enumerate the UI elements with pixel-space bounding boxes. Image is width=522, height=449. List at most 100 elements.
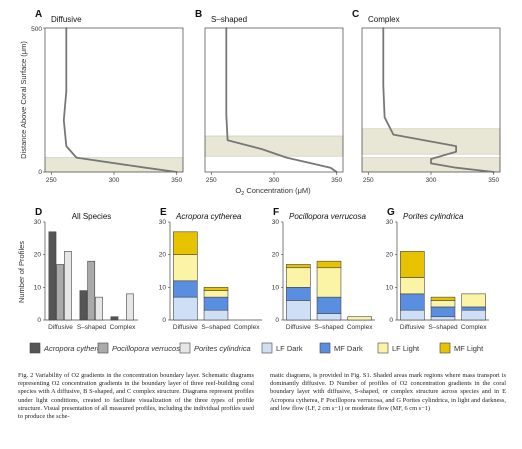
legend-swatch-0 [29, 342, 41, 354]
top-y-axis-label: Distance Above Coral Surface (μm) [19, 41, 28, 159]
x-tick-label-c-2: 350 [488, 177, 499, 184]
y-tick-label-d-0: 0 [37, 317, 41, 324]
stack-e-1-0 [203, 309, 229, 321]
legend-label-1: Pocillopora verrucosa [112, 344, 184, 353]
legend-label-6: MF Light [454, 344, 484, 353]
bar-d-2-2 [126, 293, 134, 321]
panel-title-a: Diffusive [51, 15, 82, 24]
stack-f-1-3 [316, 260, 342, 269]
x-tick-label-g-1: S–shaped [428, 324, 458, 331]
caption-column-2: matic diagrams, is provided in Fig. S1. … [270, 372, 506, 412]
x-tick-label-e-2: Complex [234, 324, 260, 331]
legend-label-3: LF Dark [276, 344, 303, 353]
panel-letter-b: B [195, 9, 202, 20]
stack-e-0-1 [173, 280, 198, 298]
o2-profile-curve-a [62, 27, 178, 173]
x-tick-label-e-0: Diffusive [173, 324, 198, 331]
y-tick-label-g-3: 30 [386, 219, 394, 226]
x-tick-label-g-2: Complex [461, 324, 487, 331]
x-tick-label-a-2: 350 [171, 177, 182, 184]
x-tick-label-f-0: Diffusive [286, 324, 311, 331]
o2-profile-curve-b [225, 27, 338, 173]
x-tick-label-d-0: Diffusive [48, 324, 73, 331]
o2-profile-curve-c [382, 27, 495, 173]
stack-f-1-1 [316, 296, 342, 314]
stack-g-0-2 [400, 277, 425, 295]
y-tick-label-d-3: 30 [34, 219, 42, 226]
stack-g-2-2 [461, 293, 486, 308]
panel-letter-a: A [35, 9, 42, 20]
bar-d-1-1 [87, 260, 96, 321]
stack-e-1-3 [203, 287, 229, 291]
legend-label-0: Acropora cytherea [43, 344, 105, 353]
stack-e-0-3 [173, 231, 198, 255]
stack-g-2-0 [461, 309, 486, 321]
bar-d-1-0 [79, 290, 88, 321]
y-tick-label-d-2: 20 [34, 252, 42, 259]
stack-g-0-3 [400, 251, 425, 278]
x-tick-label-g-0: Diffusive [400, 324, 425, 331]
diffusive-band-c-1 [361, 128, 501, 155]
legend-swatch-6 [439, 342, 451, 354]
legend-label-2: Porites cylindrica [194, 344, 251, 353]
stack-g-1-0 [430, 316, 456, 321]
legend-label-4: MF Dark [334, 344, 363, 353]
legend-swatch-3 [261, 342, 273, 354]
stack-g-0-1 [400, 293, 425, 311]
x-tick-label-f-2: Complex [347, 324, 373, 331]
stack-g-1-2 [430, 300, 456, 308]
panel-letter-c: C [352, 9, 359, 20]
stack-g-2-1 [461, 306, 486, 311]
panel-letter-g: G [387, 207, 395, 218]
legend-label-5: LF Light [392, 344, 420, 353]
panel-title-g: Porites cylindrica [403, 212, 464, 221]
y-tick-label-e-1: 10 [159, 284, 167, 291]
stack-e-0-0 [173, 296, 198, 321]
panel-letter-f: F [273, 207, 279, 218]
stack-g-1-1 [430, 306, 456, 318]
x-tick-label-c-0: 250 [363, 177, 374, 184]
y-tick-label-f-0: 0 [275, 317, 279, 324]
bar-d-0-1 [56, 264, 65, 321]
y-tick-label-e-3: 30 [159, 219, 167, 226]
y-tick-label-f-3: 30 [272, 219, 280, 226]
stack-g-1-3 [430, 296, 456, 301]
panel-title-b: S–shaped [211, 15, 247, 24]
panel-title-f: Pocillopora verrucosa [289, 212, 366, 221]
y-tick-label-f-1: 10 [272, 284, 280, 291]
x-tick-label-b-1: 300 [269, 177, 280, 184]
x-tick-label-a-0: 250 [46, 177, 57, 184]
bar-d-2-0 [110, 316, 119, 321]
bottom-y-axis-label: Number of Profiles [17, 241, 26, 303]
stack-f-0-2 [286, 267, 311, 288]
legend-swatch-1 [97, 342, 109, 354]
bar-d-1-2 [95, 296, 103, 321]
x-tick-label-a-1: 300 [109, 177, 120, 184]
x-tick-label-d-2: Complex [110, 324, 136, 331]
panel-letter-e: E [160, 207, 167, 218]
legend-swatch-4 [319, 342, 331, 354]
stack-e-1-1 [203, 296, 229, 311]
y-tick-label-e-0: 0 [162, 317, 166, 324]
y-tick-label-g-2: 20 [386, 252, 394, 259]
x-tick-label-e-1: S–shaped [201, 324, 231, 331]
stack-g-0-0 [400, 309, 425, 321]
y-tick-label-d-1: 10 [34, 284, 42, 291]
stack-f-0-3 [286, 264, 311, 269]
x-tick-label-c-1: 300 [426, 177, 437, 184]
panel-title-c: Complex [368, 15, 400, 24]
stack-f-1-0 [316, 313, 342, 321]
stack-e-0-2 [173, 254, 198, 282]
panel-title-d: All Species [72, 212, 112, 221]
stack-f-0-0 [286, 300, 311, 321]
x-tick-label-f-1: S–shaped [314, 324, 344, 331]
bar-d-0-0 [48, 231, 57, 321]
legend-swatch-2 [179, 342, 191, 354]
y-tick-label-g-0: 0 [389, 317, 393, 324]
y-tick-label-g-1: 10 [386, 284, 394, 291]
x-tick-label-b-2: 350 [331, 177, 342, 184]
y-tick-label-0: 0 [38, 169, 42, 176]
legend-swatch-5 [377, 342, 389, 354]
y-tick-label-f-2: 20 [272, 252, 280, 259]
